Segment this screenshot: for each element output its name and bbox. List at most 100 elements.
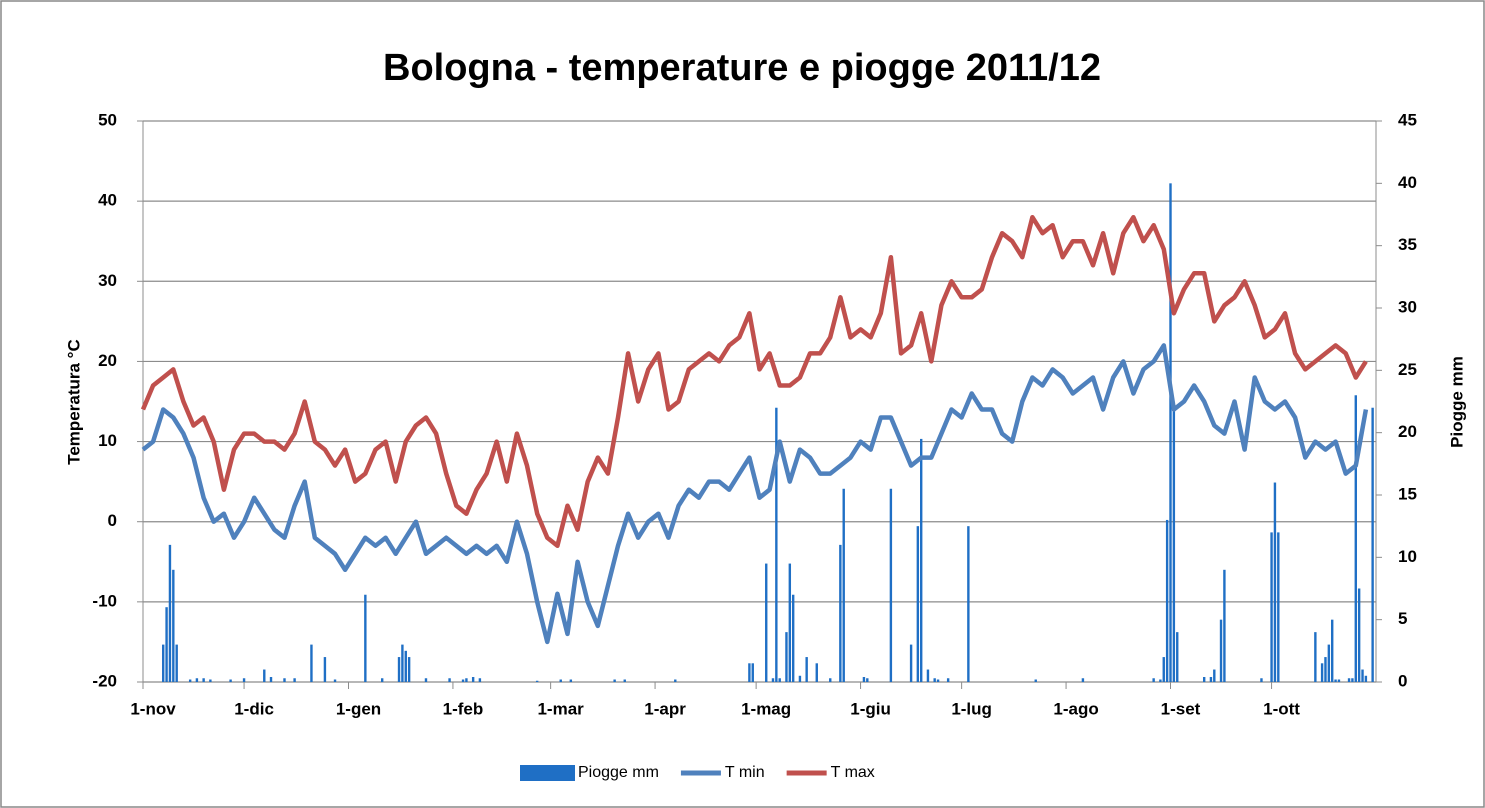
rain-bar xyxy=(751,663,754,682)
rain-bar xyxy=(1152,678,1155,682)
rain-bar xyxy=(785,632,788,682)
rain-bar xyxy=(269,677,273,682)
rain-bar xyxy=(559,679,562,682)
rain-bar xyxy=(323,657,327,682)
rain-bar xyxy=(1219,619,1223,682)
x-tick-label: 1-gen xyxy=(336,699,381,718)
rain-bar xyxy=(1034,679,1037,682)
rain-bar xyxy=(175,644,178,682)
y2-tick-label: 30 xyxy=(1398,297,1417,316)
rain-bar xyxy=(202,678,205,682)
rain-bar xyxy=(333,679,337,682)
rain-bar xyxy=(1324,657,1327,682)
rain-bar xyxy=(1347,678,1351,682)
y2-axis-title: Piogge mm xyxy=(1447,356,1466,448)
rain-bar xyxy=(967,526,970,682)
x-tick-label: 1-mar xyxy=(537,699,584,718)
x-tick-label: 1-set xyxy=(1161,699,1201,718)
rain-bar xyxy=(172,569,175,682)
temperature-line xyxy=(140,214,1368,549)
y-axis-title: Temperatura °C xyxy=(64,339,83,465)
y-tick-label: -10 xyxy=(92,591,117,610)
x-tick-label: 1-feb xyxy=(443,699,484,718)
rain-bar xyxy=(293,678,296,682)
rain-bar xyxy=(798,675,802,682)
rain-bar xyxy=(1081,678,1085,682)
rain-bar xyxy=(165,607,168,682)
rain-bar xyxy=(1213,669,1216,682)
rain-bar xyxy=(283,678,286,682)
rain-bar xyxy=(448,678,451,682)
y2-tick-label: 45 xyxy=(1398,110,1417,129)
rain-bar xyxy=(1209,677,1213,682)
y-tick-label: 10 xyxy=(98,431,117,450)
y-tick-label: 30 xyxy=(98,271,117,290)
x-tick-label: 1-mag xyxy=(741,699,791,718)
rain-bar xyxy=(242,678,246,682)
rain-bar xyxy=(926,669,930,682)
rain-bar xyxy=(775,407,778,682)
rain-bar xyxy=(1357,588,1361,682)
rain-bar xyxy=(788,563,792,682)
rain-bar xyxy=(1277,532,1280,682)
y2-tick-label: 10 xyxy=(1398,547,1417,566)
rain-bar xyxy=(1165,519,1169,682)
rain-bar xyxy=(839,544,842,682)
rain-bar xyxy=(889,488,893,682)
y2-tick-label: 0 xyxy=(1398,671,1407,690)
rain-bar xyxy=(842,488,845,682)
rain-bar xyxy=(188,679,192,682)
rain-bar xyxy=(461,679,465,682)
y-tick-label: 20 xyxy=(98,351,117,370)
rain-bar xyxy=(933,678,936,682)
rain-bar xyxy=(946,678,950,682)
rain-bar xyxy=(829,678,832,682)
x-tick-label: 1-giu xyxy=(850,699,891,718)
rain-bar xyxy=(1354,395,1357,682)
rain-bar xyxy=(535,680,539,682)
rain-bar xyxy=(920,438,923,682)
x-tick-label: 1-ott xyxy=(1263,699,1300,718)
rain-bar xyxy=(471,677,475,682)
rain-bar xyxy=(465,678,468,682)
rain-bar xyxy=(1327,644,1331,682)
rain-bar xyxy=(1172,407,1176,682)
legend-label: T max xyxy=(831,764,875,781)
rain-bar xyxy=(1334,679,1337,682)
rain-bar xyxy=(1337,679,1341,682)
rain-bar xyxy=(168,544,172,682)
rain-bar xyxy=(1223,569,1226,682)
rain-bar xyxy=(380,678,384,682)
rain-bar xyxy=(1273,482,1277,682)
rain-bar xyxy=(424,678,428,682)
chart-title: Bologna - temperature e piogge 2011/12 xyxy=(383,47,1101,89)
temperature-line xyxy=(141,343,1369,645)
x-tick-label: 1-lug xyxy=(951,699,992,718)
x-tick-label: 1-nov xyxy=(130,699,176,718)
legend-label: Piogge mm xyxy=(578,764,659,781)
rain-bar xyxy=(310,644,313,682)
rain-bar xyxy=(1314,632,1317,682)
rain-bar xyxy=(401,644,404,682)
rain-bar xyxy=(674,679,677,682)
y2-tick-label: 15 xyxy=(1398,484,1417,503)
y-tick-label: 40 xyxy=(98,191,117,210)
rain-bar xyxy=(791,594,795,682)
rain-bar xyxy=(1351,678,1354,682)
rain-bar xyxy=(771,678,775,682)
rain-bar xyxy=(1176,632,1179,682)
y2-tick-label: 40 xyxy=(1398,173,1417,192)
rain-bar xyxy=(916,526,920,682)
rain-bar xyxy=(1159,679,1162,682)
rain-bar xyxy=(1169,183,1172,683)
rain-bar xyxy=(623,679,626,682)
y2-tick-label: 35 xyxy=(1398,235,1417,254)
rain-bar xyxy=(1260,678,1263,682)
rain-bar xyxy=(1270,532,1273,682)
rain-bar xyxy=(1202,677,1206,682)
rain-bar xyxy=(404,650,407,682)
y2-tick-label: 5 xyxy=(1398,609,1407,628)
rain-bar xyxy=(778,678,781,682)
